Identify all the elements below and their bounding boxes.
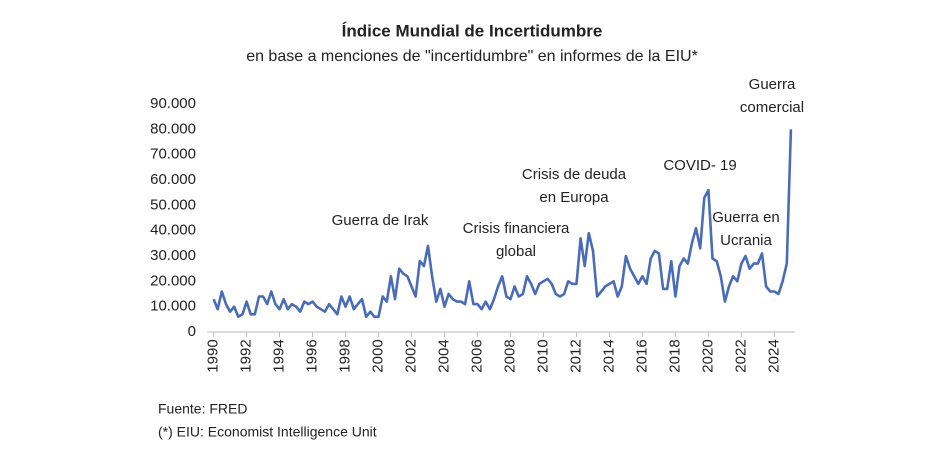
y-tick-label: 60.000 (150, 171, 196, 188)
annotation: Guerra (749, 76, 796, 93)
annotation: Guerra de Irak (332, 212, 429, 229)
annotation: COVID- 19 (663, 157, 736, 174)
x-tick-label: 2002 (402, 339, 419, 372)
x-tick-label: 2004 (435, 339, 452, 372)
footnote: (*) EIU: Economist Intelligence Unit (158, 424, 377, 440)
y-tick-label: 50.000 (150, 196, 196, 213)
chart-title: Índice Mundial de Incertidumbre (342, 21, 603, 40)
annotation: Crisis de deuda (522, 166, 627, 183)
y-tick-label: 30.000 (150, 247, 196, 264)
x-tick-label: 1990 (205, 339, 222, 372)
x-tick-label: 1992 (238, 339, 255, 372)
x-tick-label: 2018 (666, 339, 683, 372)
y-tick-label: 20.000 (150, 272, 196, 289)
y-tick-label: 90.000 (150, 95, 196, 112)
y-tick-label: 70.000 (150, 146, 196, 163)
x-tick-label: 2010 (534, 339, 551, 372)
annotation: Ucrania (720, 232, 772, 249)
annotation: global (496, 243, 536, 260)
x-tick-label: 1996 (304, 339, 321, 372)
annotation: comercial (740, 99, 804, 116)
y-tick-label: 10.000 (150, 298, 196, 315)
annotation: en Europa (539, 189, 609, 206)
x-tick-label: 1998 (337, 339, 354, 372)
chart-subtitle: en base a menciones de "incertidumbre" e… (246, 48, 698, 65)
footnote: Fuente: FRED (158, 401, 247, 417)
y-tick-label: 0 (188, 323, 196, 340)
x-tick-label: 2014 (600, 339, 617, 372)
x-tick-label: 2016 (633, 339, 650, 372)
x-tick-label: 1994 (271, 339, 288, 372)
annotation: Guerra en (712, 209, 780, 226)
x-tick-label: 2024 (765, 339, 782, 372)
x-tick-label: 2022 (732, 339, 749, 372)
annotation: Crisis financiera (463, 220, 570, 237)
x-tick-label: 2020 (699, 339, 716, 372)
y-tick-label: 40.000 (150, 222, 196, 239)
y-tick-label: 80.000 (150, 120, 196, 137)
data-line (212, 129, 793, 319)
x-tick-label: 2006 (468, 339, 485, 372)
x-tick-label: 2008 (501, 339, 518, 372)
x-tick-label: 2012 (567, 339, 584, 372)
x-tick-label: 2000 (370, 339, 387, 372)
